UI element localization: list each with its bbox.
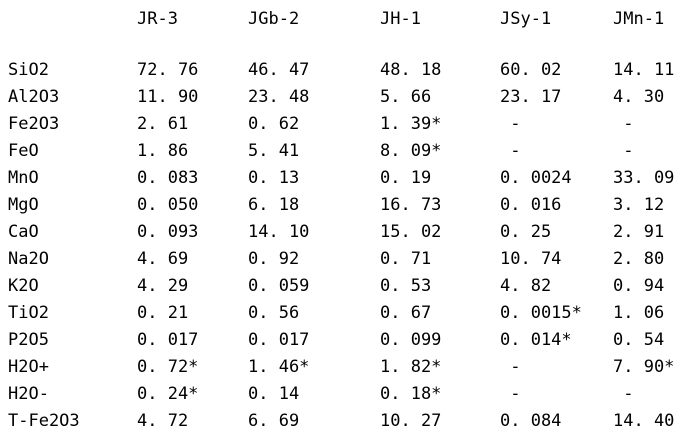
value-cell: 4. 82: [500, 276, 552, 296]
value-cell: 0. 017: [248, 330, 310, 350]
value-cell: 6. 69: [248, 411, 300, 431]
value-cell: 5. 66: [380, 87, 432, 107]
value-cell: 0. 67: [380, 303, 432, 323]
value-cell: 0. 21: [137, 303, 189, 323]
row-label: FeO: [8, 141, 39, 161]
column-header: JGb-2: [248, 9, 300, 29]
value-cell: 8. 09*: [380, 141, 442, 161]
value-cell: 0. 71: [380, 249, 432, 269]
value-cell: 14. 40: [613, 411, 675, 431]
value-cell: 0. 54: [613, 330, 665, 350]
row-label: MnO: [8, 168, 39, 188]
value-cell: 6. 18: [248, 195, 300, 215]
value-cell: 33. 09: [613, 168, 675, 188]
value-cell: 0. 19: [380, 168, 432, 188]
value-cell: 48. 18: [380, 60, 442, 80]
value-cell: 0. 18*: [380, 384, 442, 404]
value-cell: 1. 06: [613, 303, 665, 323]
value-cell: 0. 92: [248, 249, 300, 269]
value-cell: 1. 82*: [380, 357, 442, 377]
value-cell: -: [500, 141, 521, 161]
value-cell: 14. 10: [248, 222, 310, 242]
composition-table: JR-3 JGb-2 JH-1 JSy-1 JMn-1 SiO2 72. 76 46. 47 4…: [8, 6, 696, 435]
value-cell: 0. 14: [248, 384, 300, 404]
value-cell: 7. 90*: [613, 357, 675, 377]
value-cell: 0. 25: [500, 222, 552, 242]
column-header: JMn-1: [613, 9, 665, 29]
row-label: TiO2: [8, 303, 49, 323]
value-cell: -: [613, 114, 634, 134]
value-cell: 0. 13: [248, 168, 300, 188]
value-cell: 0. 62: [248, 114, 300, 134]
value-cell: 1. 39*: [380, 114, 442, 134]
value-cell: 15. 02: [380, 222, 442, 242]
row-label: Al2O3: [8, 87, 60, 107]
value-cell: 2. 80: [613, 249, 665, 269]
row-label: T-Fe2O3: [8, 411, 80, 431]
row-label: MgO: [8, 195, 39, 215]
value-cell: 60. 02: [500, 60, 562, 80]
value-cell: 3. 12: [613, 195, 665, 215]
value-cell: 0. 084: [500, 411, 562, 431]
value-cell: 2. 91: [613, 222, 665, 242]
value-cell: -: [500, 357, 521, 377]
corner-cell: [8, 6, 137, 33]
value-cell: 23. 17: [500, 87, 562, 107]
row-label: Fe2O3: [8, 114, 60, 134]
value-cell: 0. 083: [137, 168, 199, 188]
value-cell: 10. 74: [500, 249, 562, 269]
value-cell: 11. 90: [137, 87, 199, 107]
value-cell: -: [613, 141, 634, 161]
value-cell: 0. 94: [613, 276, 665, 296]
value-cell: 5. 41: [248, 141, 300, 161]
value-cell: 4. 69: [137, 249, 189, 269]
row-label: Na2O: [8, 249, 49, 269]
value-cell: 4. 72: [137, 411, 189, 431]
row-label: H2O-: [8, 384, 49, 404]
value-cell: 0. 093: [137, 222, 199, 242]
column-header: JH-1: [380, 9, 421, 29]
value-cell: 0. 050: [137, 195, 199, 215]
value-cell: 0. 016: [500, 195, 562, 215]
value-cell: -: [500, 384, 521, 404]
row-label: H2O+: [8, 357, 49, 377]
value-cell: 14. 11: [613, 60, 675, 80]
value-cell: 10. 27: [380, 411, 442, 431]
column-header: JSy-1: [500, 9, 552, 29]
value-cell: 4. 30: [613, 87, 665, 107]
row-label: CaO: [8, 222, 39, 242]
value-cell: 16. 73: [380, 195, 442, 215]
value-cell: 4. 29: [137, 276, 189, 296]
row-label: SiO2: [8, 60, 49, 80]
value-cell: 23. 48: [248, 87, 310, 107]
value-cell: 0. 0024: [500, 168, 572, 188]
value-cell: 0. 099: [380, 330, 442, 350]
value-cell: 0. 56: [248, 303, 300, 323]
spacer-row: [8, 33, 688, 57]
value-cell: 0. 53: [380, 276, 432, 296]
row-label: K2O: [8, 276, 39, 296]
row-label: P2O5: [8, 330, 49, 350]
value-cell: 0. 72*: [137, 357, 199, 377]
value-cell: -: [500, 114, 521, 134]
value-cell: 72. 76: [137, 60, 199, 80]
column-header: JR-3: [137, 9, 178, 29]
value-cell: 46. 47: [248, 60, 310, 80]
value-cell: 0. 0015*: [500, 303, 582, 323]
value-cell: 0. 014*: [500, 330, 572, 350]
value-cell: 0. 24*: [137, 384, 199, 404]
value-cell: 0. 017: [137, 330, 199, 350]
value-cell: -: [613, 384, 634, 404]
value-cell: 2. 61: [137, 114, 189, 134]
value-cell: 1. 46*: [248, 357, 310, 377]
value-cell: 1. 86: [137, 141, 189, 161]
value-cell: 0. 059: [248, 276, 310, 296]
